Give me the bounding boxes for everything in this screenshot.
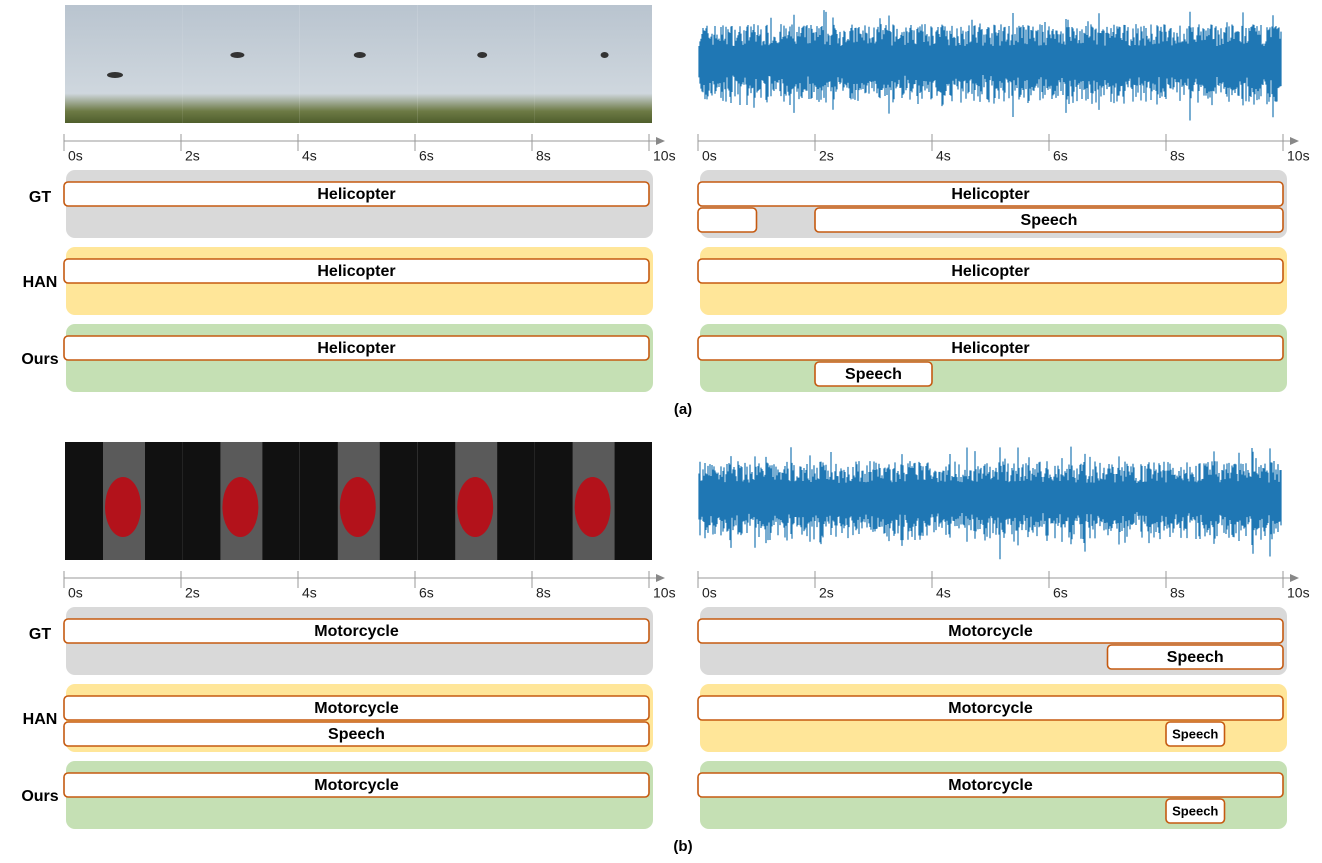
tick-label: 2s <box>185 585 200 601</box>
figure: 0s 2s 4s 6s 8s 10s Helicopter Helicopter Helicop… <box>0 0 1322 863</box>
tick-label: 6s <box>1053 585 1068 601</box>
waveform <box>699 10 1281 120</box>
tick-label: 10s <box>1287 585 1310 601</box>
tick-label: 4s <box>936 148 951 164</box>
tick-label: 6s <box>419 148 434 164</box>
tick-label: 0s <box>702 585 717 601</box>
row-label: GT <box>29 189 51 206</box>
tick-label: 2s <box>819 148 834 164</box>
caption: (b) <box>673 838 692 855</box>
row-label: HAN <box>23 274 58 291</box>
tick-label: 6s <box>419 585 434 601</box>
event-label: Helicopter <box>951 263 1029 280</box>
axis-arrow <box>1290 574 1299 582</box>
video-frame <box>65 5 182 123</box>
tick-label: 10s <box>1287 148 1310 164</box>
motorcycle-part <box>340 477 376 537</box>
tick-label: 8s <box>1170 148 1185 164</box>
video-frame <box>300 5 417 123</box>
tick-label: 4s <box>302 585 317 601</box>
row-label: GT <box>29 626 51 643</box>
event-label: Speech <box>1172 803 1218 818</box>
tick-label: 4s <box>936 585 951 601</box>
video-frame <box>417 5 534 123</box>
event-label: Motorcycle <box>314 623 399 640</box>
tick-label: 4s <box>302 148 317 164</box>
event-label: Motorcycle <box>948 623 1033 640</box>
axis-arrow <box>656 137 665 145</box>
waveform <box>699 447 1281 560</box>
tick-label: 8s <box>536 148 551 164</box>
event-label: Motorcycle <box>314 700 399 717</box>
helicopter <box>477 52 487 58</box>
helicopter <box>601 52 609 58</box>
tick-label: 8s <box>1170 585 1185 601</box>
event-label: Helicopter <box>317 186 395 203</box>
motorcycle-part <box>105 477 141 537</box>
motorcycle-part <box>457 477 493 537</box>
event-label: Speech <box>845 366 902 383</box>
axis-arrow <box>656 574 665 582</box>
axis-arrow <box>1290 137 1299 145</box>
tick-label: 6s <box>1053 148 1068 164</box>
event-bar <box>698 208 757 232</box>
helicopter <box>107 72 123 78</box>
motorcycle-part <box>222 477 258 537</box>
event-label: Helicopter <box>317 340 395 357</box>
tick-label: 2s <box>819 585 834 601</box>
event-label: Motorcycle <box>314 777 399 794</box>
event-label: Helicopter <box>317 263 395 280</box>
tick-label: 0s <box>68 585 83 601</box>
tick-label: 0s <box>702 148 717 164</box>
row-label: HAN <box>23 711 58 728</box>
event-label: Speech <box>1167 649 1224 666</box>
video-frame <box>182 5 299 123</box>
event-label: Helicopter <box>951 340 1029 357</box>
motorcycle-part <box>575 477 611 537</box>
helicopter <box>230 52 244 58</box>
video-frame <box>535 5 652 123</box>
caption: (a) <box>674 401 692 418</box>
tick-label: 0s <box>68 148 83 164</box>
event-label: Speech <box>1021 212 1078 229</box>
event-label: Speech <box>1172 726 1218 741</box>
helicopter <box>354 52 366 58</box>
tick-label: 10s <box>653 585 676 601</box>
tick-label: 10s <box>653 148 676 164</box>
tick-label: 2s <box>185 148 200 164</box>
event-label: Helicopter <box>951 186 1029 203</box>
event-label: Motorcycle <box>948 700 1033 717</box>
event-label: Motorcycle <box>948 777 1033 794</box>
tick-label: 8s <box>536 585 551 601</box>
row-label: Ours <box>21 788 58 805</box>
row-label: Ours <box>21 351 58 368</box>
event-label: Speech <box>328 726 385 743</box>
